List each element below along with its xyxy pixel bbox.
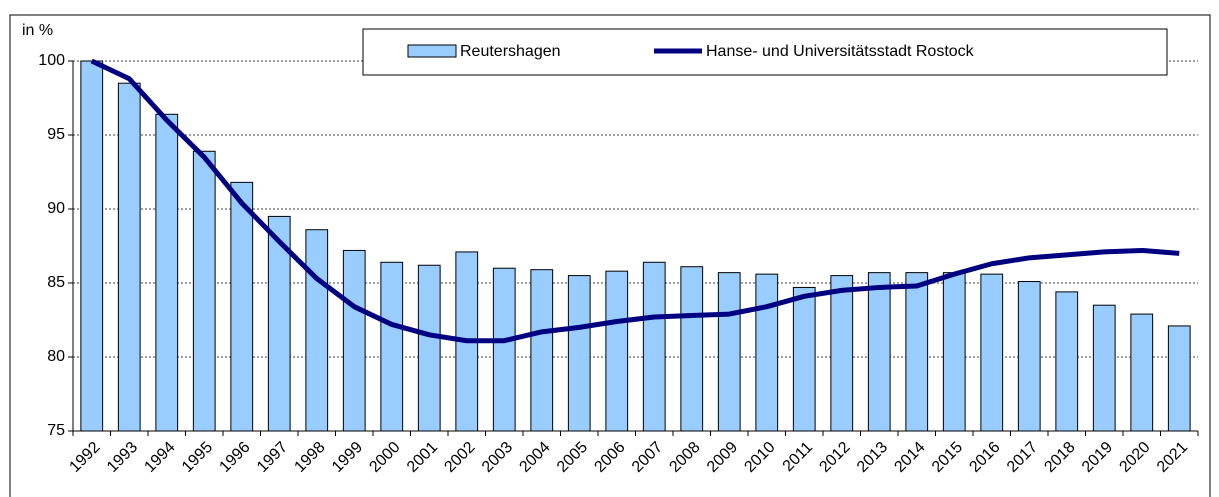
x-tick-label: 1997 — [254, 439, 291, 476]
bar — [1130, 313, 1154, 432]
x-tick-label: 2003 — [479, 439, 516, 476]
y-axis-label: in % — [22, 22, 53, 39]
x-tick-label: 2009 — [704, 439, 741, 476]
bar — [117, 82, 141, 432]
bar — [1017, 281, 1041, 432]
y-tick-label: 100 — [38, 52, 65, 69]
bar — [417, 264, 441, 432]
legend-label: Hanse- und Universitätsstadt Rostock — [706, 43, 975, 60]
bar — [755, 273, 779, 432]
x-tick-label: 2006 — [591, 439, 628, 476]
y-tick-label: 95 — [47, 126, 65, 143]
x-tick-label: 2004 — [516, 439, 553, 476]
x-tick-label: 2020 — [1116, 439, 1153, 476]
frame — [9, 14, 1211, 497]
bar — [530, 269, 554, 432]
x-tick-label: 2000 — [366, 439, 403, 476]
x-tick-label: 2008 — [666, 439, 703, 476]
line — [90, 58, 1180, 344]
bar — [980, 273, 1004, 432]
legend-label: Reutershagen — [460, 43, 561, 60]
bar — [380, 261, 404, 432]
bar — [905, 272, 929, 432]
x-tick-label: 2014 — [891, 439, 928, 476]
bar — [155, 113, 179, 432]
bar — [342, 249, 366, 432]
y-tick-label: 75 — [47, 422, 65, 439]
x-tick-label: 2002 — [441, 439, 478, 476]
x-tick-label: 2007 — [629, 439, 666, 476]
x-tick-label: 2012 — [816, 439, 853, 476]
bar — [642, 261, 666, 432]
y-tick-label: 85 — [47, 274, 65, 291]
x-tick-label: 2011 — [780, 439, 816, 475]
bar — [80, 60, 104, 432]
bar — [830, 275, 854, 432]
x-tick-label: 1999 — [329, 439, 366, 476]
y-tick-label: 80 — [47, 348, 65, 365]
x-tick-label: 2018 — [1041, 439, 1078, 476]
bar — [305, 229, 329, 432]
bar — [1167, 325, 1191, 432]
bar — [942, 272, 966, 432]
bar — [605, 270, 629, 432]
y-tick-label: 90 — [47, 200, 65, 217]
x-tick-label: 1994 — [141, 439, 178, 476]
x-tick-label: 1992 — [66, 439, 103, 476]
x-tick-label: 2021 — [1154, 439, 1191, 476]
bar — [230, 181, 254, 432]
bar — [867, 272, 891, 432]
bar — [717, 272, 741, 432]
x-tick-label: 2019 — [1079, 439, 1116, 476]
x-tick-label: 2005 — [554, 439, 591, 476]
x-tick-label: 1998 — [291, 439, 328, 476]
legend-swatch — [407, 44, 457, 58]
x-tick-label: 2016 — [966, 439, 1003, 476]
bar — [492, 267, 516, 432]
bar — [792, 286, 816, 432]
x-tick-label: 1996 — [216, 439, 253, 476]
bar — [567, 275, 591, 432]
bar — [1055, 291, 1079, 432]
x-tick-label: 2013 — [854, 439, 891, 476]
x-tick-label: 2015 — [929, 439, 966, 476]
legend-box — [362, 28, 1168, 76]
x-tick-label: 2001 — [404, 439, 441, 476]
x-tick-label: 1993 — [104, 439, 141, 476]
bar — [680, 266, 704, 432]
x-tick-label: 1995 — [179, 439, 216, 476]
bar — [192, 150, 216, 432]
x-tick-label: 2010 — [741, 439, 778, 476]
bar — [1092, 304, 1116, 432]
x-tick-label: 2017 — [1004, 439, 1041, 476]
